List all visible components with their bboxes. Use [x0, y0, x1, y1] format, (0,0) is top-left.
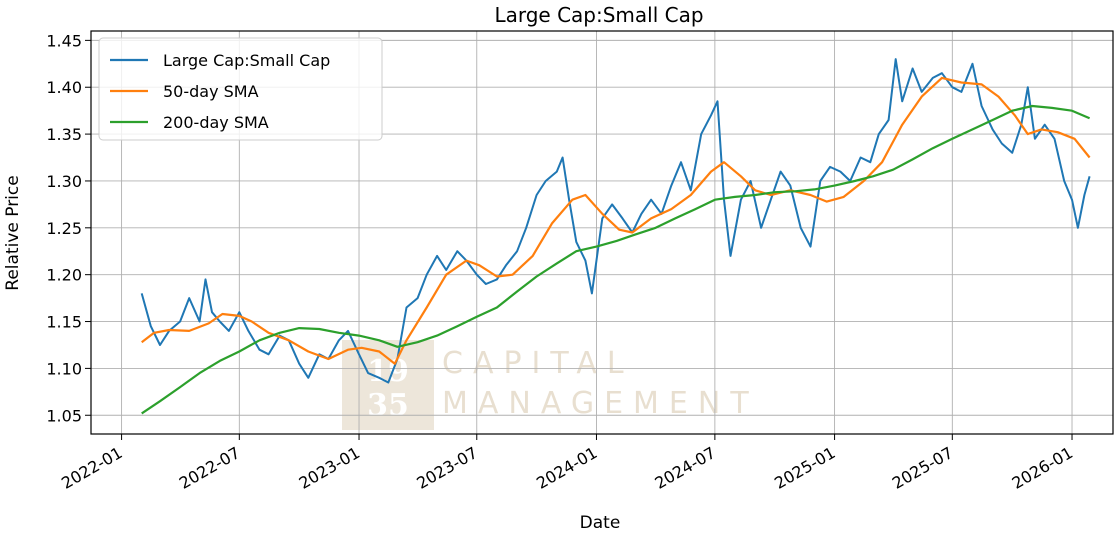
- series-line-50day: [141, 76, 1091, 365]
- series-layer: [140, 58, 1091, 415]
- series-line-200day: [141, 104, 1091, 415]
- x-tick-label: 2024-01: [533, 443, 600, 493]
- watermark-line2: MANAGEMENT: [442, 386, 759, 421]
- legend-label-large-small: Large Cap:Small Cap: [163, 51, 330, 70]
- legend-label-50day: 50-day SMA: [163, 82, 259, 101]
- y-tick-label: 1.10: [46, 359, 82, 378]
- x-tick-label: 2022-07: [176, 443, 243, 493]
- series-line-large-small: [140, 58, 1091, 384]
- y-tick-label: 1.30: [46, 172, 82, 191]
- watermark-line1: CAPITAL: [442, 346, 634, 381]
- y-axis-label: Relative Price: [3, 175, 23, 290]
- grid: [91, 31, 1113, 434]
- y-tick-label: 1.45: [46, 31, 82, 50]
- watermark: 19 35 CAPITAL MANAGEMENT: [342, 340, 759, 430]
- legend-box: [98, 37, 383, 141]
- x-tick-label: 2026-01: [1009, 443, 1076, 493]
- x-tick-label: 2025-07: [889, 443, 956, 493]
- x-tick-label: 2023-01: [296, 443, 363, 493]
- y-tick-label: 1.35: [46, 125, 82, 144]
- x-axis-label: Date: [580, 513, 621, 533]
- legend-label-200day: 200-day SMA: [163, 113, 269, 132]
- x-tick-label: 2024-07: [651, 443, 718, 493]
- y-tick-label: 1.05: [46, 406, 82, 425]
- chart-title: Large Cap:Small Cap: [494, 3, 703, 27]
- legend: Large Cap:Small Cap 50-day SMA 200-day S…: [98, 37, 383, 141]
- plot-frame: [90, 30, 1114, 435]
- watermark-numerals-bottom: 35: [367, 388, 409, 423]
- x-tick-label: 2023-07: [413, 443, 480, 493]
- y-tick-label: 1.20: [46, 266, 82, 285]
- y-tick-label: 1.25: [46, 219, 82, 238]
- y-tick-label: 1.40: [46, 78, 82, 97]
- x-tick-label: 2022-01: [58, 443, 125, 493]
- y-tick-label: 1.15: [46, 313, 82, 332]
- x-tick-label: 2025-01: [771, 443, 838, 493]
